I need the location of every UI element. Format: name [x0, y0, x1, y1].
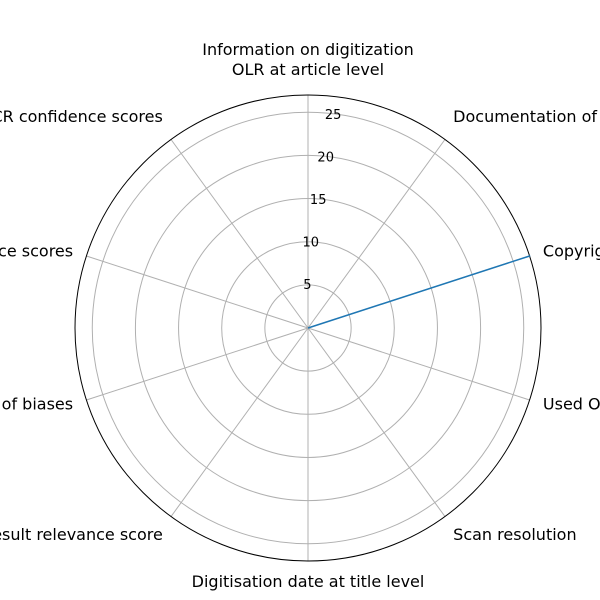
- category-labels: Information on digitization OLR at articl…: [0, 40, 600, 591]
- radial-tick-label-3: 15: [310, 193, 327, 208]
- category-label-9: OCR confidence scores: [0, 242, 73, 261]
- category-label-3: Copyright notice: [543, 242, 600, 261]
- spoke-line-10: [170, 139, 309, 329]
- radial-tick-labels: 5 10 15 20 25: [302, 108, 341, 293]
- category-label-8: Documentation of biases: [0, 394, 73, 413]
- radial-tick-label-4: 20: [317, 151, 334, 166]
- spoke-line-7: [170, 327, 309, 517]
- category-label-7: Search result relevance score: [0, 525, 163, 544]
- spoke-line-2: [307, 139, 446, 329]
- radial-tick-label-2: 10: [302, 236, 319, 251]
- spoke-line-5: [307, 327, 446, 517]
- spoke-line-8: [86, 327, 309, 401]
- radial-tick-label-1: 5: [303, 278, 311, 293]
- series-line-1: [307, 255, 531, 329]
- category-label-4: Used OCR tool: [543, 394, 600, 413]
- category-label-6: Digitisation date at title level: [192, 572, 425, 591]
- category-label-10: OCR confidence scores: [0, 107, 163, 126]
- spoke-line-9: [86, 255, 309, 329]
- category-label-2: Documentation of scan methods: [453, 107, 600, 126]
- radar-outer-frame: [74, 94, 542, 562]
- radar-series: [307, 255, 531, 329]
- radar-spokes: [86, 95, 530, 561]
- category-label-1: Information on digitization OLR at articl…: [202, 40, 414, 79]
- radial-tick-label-5: 25: [325, 108, 342, 123]
- category-label-5: Scan resolution: [453, 525, 576, 544]
- spoke-line-4: [307, 327, 530, 401]
